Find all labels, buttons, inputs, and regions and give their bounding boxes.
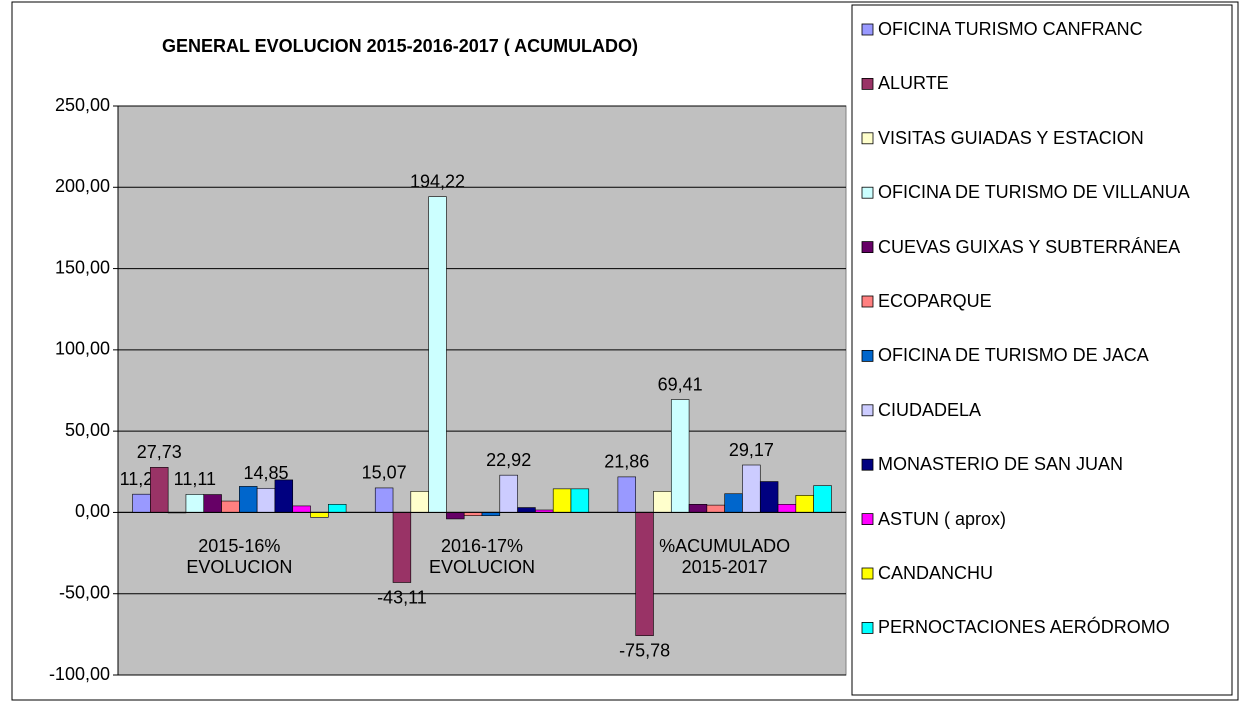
legend-label: VISITAS GUIADAS Y ESTACION xyxy=(878,127,1144,148)
legend-swatch xyxy=(861,78,874,90)
bar xyxy=(292,505,311,513)
bar xyxy=(688,503,708,513)
bar xyxy=(239,486,258,513)
bar xyxy=(185,494,205,513)
bar xyxy=(670,399,690,513)
bar xyxy=(552,488,572,513)
y-tick-label: 100,00 xyxy=(55,339,110,359)
y-tick-label: -50,00 xyxy=(59,582,110,602)
data-label: 27,73 xyxy=(137,442,182,462)
data-label: 14,85 xyxy=(244,463,289,483)
x-tick-label: 2016-17% EVOLUCION xyxy=(428,536,536,578)
data-label: 194,22 xyxy=(410,171,465,191)
data-label: -75,78 xyxy=(619,640,670,660)
legend-label: ASTUN ( aprox) xyxy=(878,508,1007,529)
bar xyxy=(374,487,394,513)
data-label: 15,07 xyxy=(362,463,407,483)
legend-label: PERNOCTACIONES AERÓDROMO xyxy=(878,617,1170,638)
legend-label: OFICINA DE TURISMO DE JACA xyxy=(878,345,1149,366)
legend-swatch xyxy=(861,132,874,145)
bar xyxy=(310,512,329,518)
y-tick-label: 200,00 xyxy=(55,176,110,196)
x-tick-label: %ACUMULADO 2015-2017 xyxy=(659,536,791,578)
y-tick-label: 50,00 xyxy=(65,420,110,440)
bar xyxy=(221,500,240,513)
legend-swatch xyxy=(861,513,874,525)
bar xyxy=(203,494,222,513)
bar xyxy=(256,487,276,513)
bar xyxy=(813,485,832,513)
bar xyxy=(742,464,761,513)
data-label: 11,11 xyxy=(174,469,216,489)
legend-label: MONASTERIO DE SAN JUAN xyxy=(878,454,1124,475)
bar xyxy=(410,490,429,513)
data-label: 29,17 xyxy=(729,440,774,460)
legend-label: CUEVAS GUIXAS Y SUBTERRÁNEA xyxy=(878,236,1181,257)
x-tick-label: 2015-16% EVOLUCION xyxy=(186,536,293,578)
legend-swatch xyxy=(861,23,874,36)
legend-label: CIUDADELA xyxy=(878,399,982,420)
bar xyxy=(517,507,536,513)
bar xyxy=(653,490,672,513)
y-tick-label: -100,00 xyxy=(49,664,110,684)
bar xyxy=(328,503,347,513)
legend-swatch xyxy=(861,295,874,308)
legend-box xyxy=(851,4,1233,696)
y-tick-label: 150,00 xyxy=(55,257,110,277)
legend-swatch xyxy=(861,349,874,362)
legend-swatch xyxy=(861,241,874,254)
bar xyxy=(617,476,636,513)
bar xyxy=(428,196,447,513)
bar xyxy=(446,512,465,520)
legend-swatch xyxy=(861,186,874,199)
y-tick-label: 250,00 xyxy=(55,95,110,115)
bar xyxy=(150,467,169,513)
legend-label: ALURTE xyxy=(878,73,949,94)
data-label: -43,11 xyxy=(377,587,427,607)
legend-label: CANDANCHU xyxy=(878,563,994,583)
legend-label: OFICINA DE TURISMO DE VILLANUA xyxy=(878,182,1190,203)
bar xyxy=(759,481,779,513)
chart-title: GENERAL EVOLUCION 2015-2016-2017 ( ACUMU… xyxy=(162,36,638,56)
legend-swatch xyxy=(861,567,874,580)
bar xyxy=(570,488,590,513)
data-label: 21,86 xyxy=(604,452,649,472)
data-label: 22,92 xyxy=(486,450,531,470)
data-label: 69,41 xyxy=(658,374,703,394)
legend-label: ECOPARQUE xyxy=(878,291,992,311)
legend-swatch xyxy=(861,458,874,471)
bar xyxy=(706,504,725,513)
y-tick-label: 0,00 xyxy=(75,501,110,521)
bar xyxy=(777,503,797,513)
bar xyxy=(499,474,518,513)
legend-swatch xyxy=(861,404,874,417)
legend-swatch xyxy=(861,622,874,634)
bar xyxy=(724,493,743,513)
bar xyxy=(132,493,151,513)
legend-label: OFICINA TURISMO CANFRANC xyxy=(878,19,1143,39)
plot-area xyxy=(117,105,847,676)
bar xyxy=(274,479,294,513)
bar xyxy=(795,495,814,513)
